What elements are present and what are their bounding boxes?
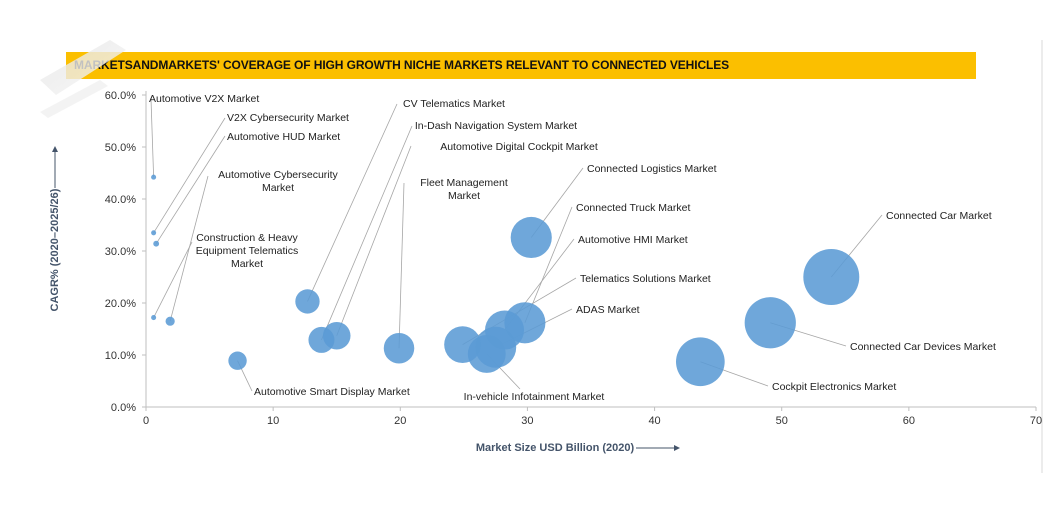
data-label-5: Automotive Smart Display Market (254, 386, 410, 398)
y-tick-label: 60.0% (105, 90, 136, 102)
leader-line-6 (307, 103, 398, 302)
data-label-1: V2X Cybersecurity Market (227, 112, 349, 124)
x-tick-label: 60 (903, 415, 915, 427)
data-label-6: CV Telematics Market (403, 98, 505, 110)
bubble-9 (383, 332, 415, 364)
x-tick-label: 70 (1030, 415, 1042, 427)
data-label-10: Connected Logistics Market (587, 163, 717, 175)
data-label-3: Automotive Cybersecurity (218, 169, 338, 181)
leader-line-2 (155, 135, 226, 244)
leader-line-1 (153, 117, 226, 234)
data-label-4: Equipment Telematics (196, 245, 299, 257)
x-tick-label: 10 (267, 415, 279, 427)
bubble-1 (151, 230, 157, 236)
bubble-5 (228, 351, 247, 370)
y-tick-label: 40.0% (105, 194, 136, 206)
x-axis-arrowhead (674, 445, 680, 451)
bubble-17 (744, 297, 796, 349)
data-label-4: Construction & Heavy (196, 232, 298, 244)
leader-line-7 (321, 125, 413, 341)
bubble-16 (803, 249, 860, 305)
data-label-13: Telematics Solutions Market (580, 273, 711, 285)
data-label-3: Market (262, 182, 294, 194)
data-label-9: Fleet Management (420, 177, 508, 189)
leader-line-0 (150, 98, 155, 178)
x-tick-label: 20 (394, 415, 406, 427)
data-labels: Automotive V2X Market V2X Cybersecurity M… (149, 93, 996, 403)
y-tick-label: 20.0% (105, 298, 136, 310)
data-label-14: ADAS Market (576, 304, 640, 316)
data-label-18: Cockpit Electronics Market (772, 381, 896, 393)
leader-line-4 (153, 241, 193, 318)
chart-title: MARKETSANDMARKETS' COVERAGE OF HIGH GROW… (74, 58, 730, 72)
y-axis-title: CAGR% (2020–2025/26) (49, 188, 61, 311)
bubble-2 (153, 240, 160, 247)
bubble-7 (308, 326, 335, 353)
data-label-7: In-Dash Navigation System Market (415, 120, 577, 132)
decorative-stripe (40, 40, 126, 95)
y-tick-label: 10.0% (105, 350, 136, 362)
bubble-18 (676, 337, 725, 387)
data-label-15: In-vehicle Infotainment Market (464, 391, 605, 403)
leader-line-8 (336, 145, 412, 336)
y-tick-label: 30.0% (105, 246, 136, 258)
x-tick-label: 30 (521, 415, 533, 427)
data-label-16: Connected Car Market (886, 210, 992, 222)
bubble-6 (295, 289, 320, 314)
x-tick-label: 0 (143, 415, 149, 427)
data-label-8: Automotive Digital Cockpit Market (440, 141, 598, 153)
bubble-4 (151, 315, 157, 321)
bubble-3 (165, 316, 175, 326)
y-tick-label: 50.0% (105, 142, 136, 154)
data-label-9: Market (448, 190, 480, 202)
bubble-13 (444, 326, 481, 363)
bubble-10 (510, 216, 552, 259)
x-tick-label: 40 (648, 415, 660, 427)
data-label-11: Connected Truck Market (576, 202, 690, 214)
bubble-0 (151, 174, 157, 180)
x-tick-label: 50 (776, 415, 788, 427)
data-label-0: Automotive V2X Market (149, 93, 259, 105)
data-label-12: Automotive HMI Market (578, 234, 688, 246)
data-label-4: Market (231, 258, 263, 270)
bubbles (151, 174, 860, 387)
chart-title-bar (66, 52, 976, 79)
data-label-2: Automotive HUD Market (227, 131, 340, 143)
x-axis-title: Market Size USD Billion (2020) (476, 442, 635, 454)
axis-titles: Market Size USD Billion (2020) CAGR% (202… (49, 146, 680, 454)
leader-line-9 (398, 182, 405, 349)
data-label-17: Connected Car Devices Market (850, 341, 996, 353)
y-axis-arrowhead (52, 146, 58, 152)
decorative-stripe (40, 80, 108, 118)
axes: 0 10 20 30 40 50 60 70 0.0% 10.0% 20.0% 30.0% 40.0% 5… (105, 90, 1042, 427)
y-tick-label: 0.0% (111, 402, 136, 414)
